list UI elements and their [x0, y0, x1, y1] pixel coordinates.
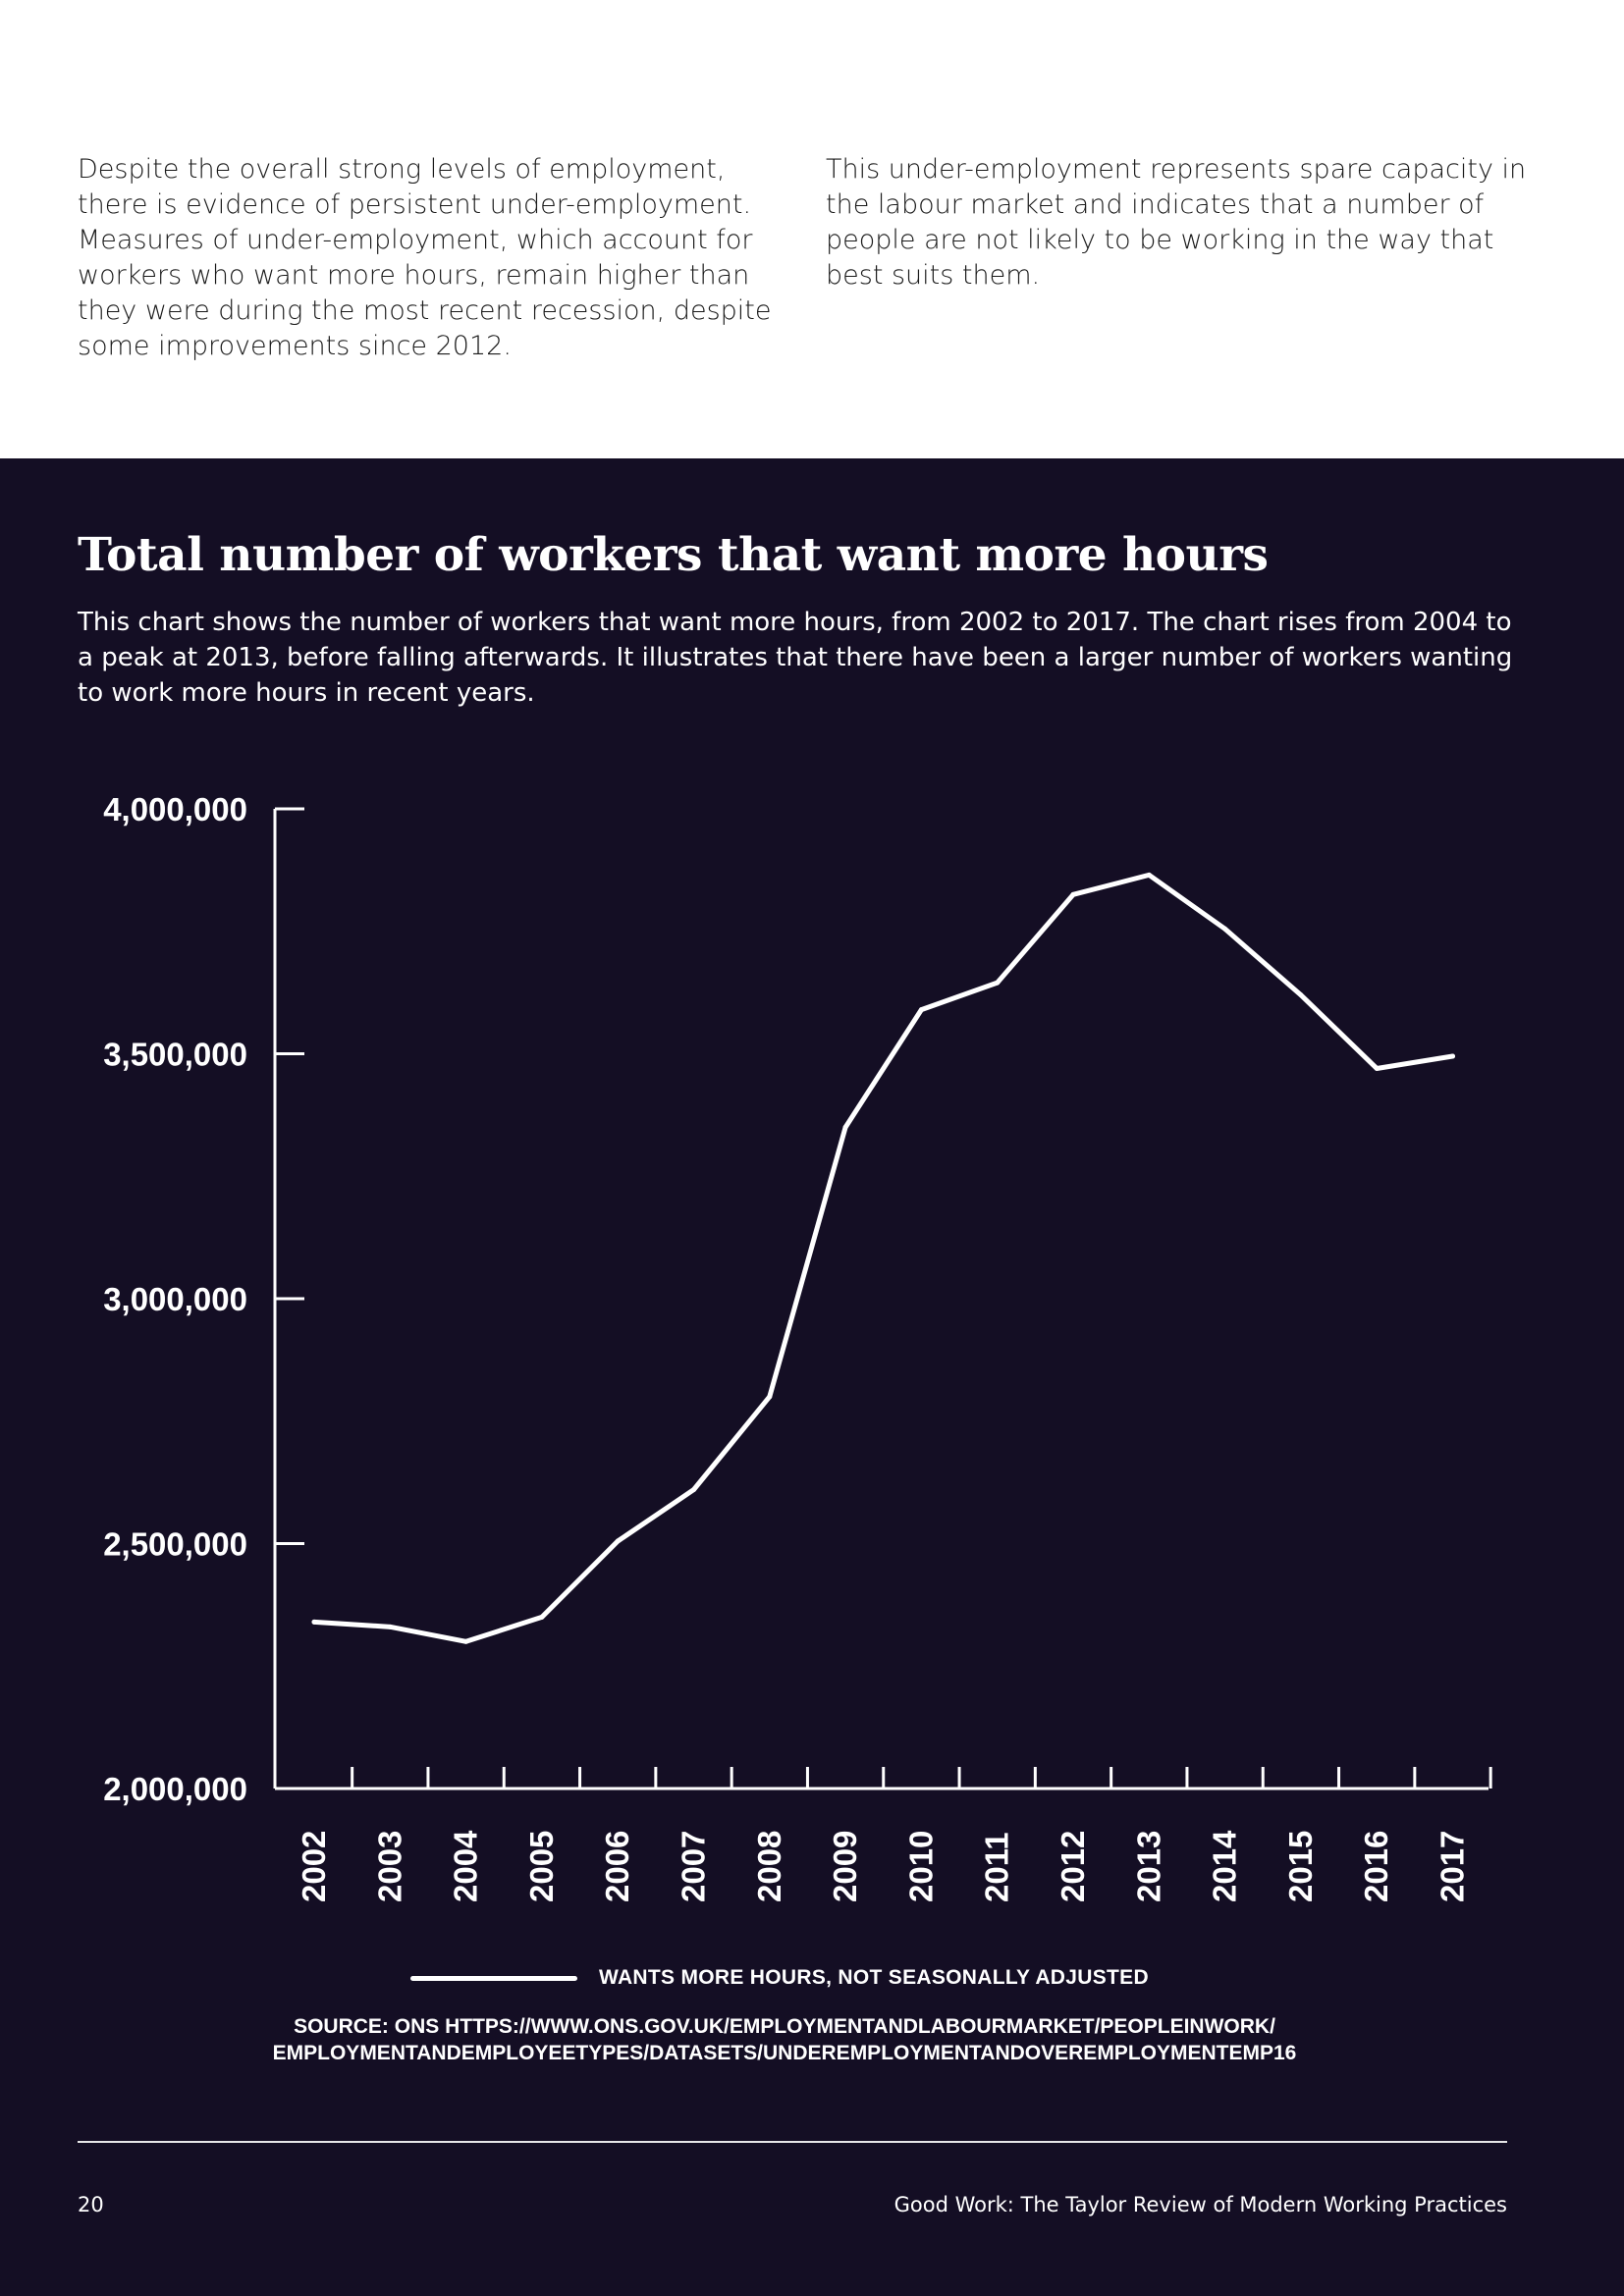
data-point [995, 980, 1001, 986]
data-point [842, 1124, 848, 1130]
x-tick-label: 2017 [1435, 1831, 1471, 1902]
intro-text: Despite the overall strong levels of emp… [78, 152, 1526, 447]
legend-line-swatch [410, 1975, 577, 1981]
data-point [1450, 1053, 1455, 1059]
data-point [1222, 926, 1228, 932]
x-tick-label: 2010 [902, 1831, 939, 1902]
legend: WANTS MORE HOURS, NOT SEASONALLY ADJUSTE… [410, 1958, 1149, 1998]
x-tick-label: 2006 [599, 1831, 635, 1902]
data-point [1070, 891, 1076, 897]
intro-column-2: This under-employment represents spare c… [826, 154, 1527, 291]
chart-panel [0, 458, 1624, 2296]
data-point [767, 1394, 773, 1400]
source-line-1: SOURCE: ONS HTTPS://WWW.ONS.GOV.UK/EMPLO… [294, 2015, 1275, 2038]
data-point [463, 1638, 469, 1644]
x-tick-label: 2003 [371, 1831, 407, 1902]
data-point [539, 1614, 545, 1620]
data-point [615, 1538, 621, 1544]
intro-column-1: Despite the overall strong levels of emp… [78, 154, 772, 361]
page-number: 20 [78, 2193, 104, 2216]
data-point [311, 1619, 317, 1625]
chart-title: Total number of workers that want more h… [78, 528, 1269, 582]
chart-description: This chart shows the number of workers t… [78, 608, 1513, 708]
source-line-2: EMPLOYMENTANDEMPLOYEETYPES/DATASETS/UNDE… [272, 2042, 1297, 2064]
source-note: SOURCE: ONS HTTPS://WWW.ONS.GOV.UK/EMPLO… [78, 2013, 1491, 2066]
x-tick-label: 2013 [1130, 1831, 1166, 1902]
x-tick-label: 2014 [1207, 1830, 1243, 1902]
data-point [1298, 992, 1304, 998]
x-tick-label: 2011 [979, 1832, 1015, 1902]
x-tick-label: 2002 [296, 1831, 332, 1902]
series-line [311, 872, 1455, 1644]
y-tick-label: 4,000,000 [103, 791, 247, 828]
x-tick-label: 2005 [523, 1831, 560, 1902]
data-point [1374, 1065, 1380, 1071]
x-tick-label: 2016 [1358, 1831, 1394, 1902]
data-point [918, 1007, 924, 1013]
y-tick-label: 3,000,000 [103, 1281, 247, 1317]
x-tick-label: 2015 [1282, 1831, 1319, 1902]
x-tick-label: 2008 [751, 1831, 787, 1902]
x-tick-label: 2007 [676, 1831, 712, 1902]
y-tick-label: 2,500,000 [103, 1526, 247, 1563]
data-point [691, 1487, 696, 1493]
footer-title: Good Work: The Taylor Review of Modern W… [893, 2193, 1507, 2216]
data-point [387, 1624, 393, 1629]
y-tick-label: 3,500,000 [103, 1037, 247, 1073]
x-tick-label: 2009 [827, 1831, 863, 1902]
footer-divider [78, 2141, 1507, 2143]
legend-label: WANTS MORE HOURS, NOT SEASONALLY ADJUSTE… [599, 1966, 1149, 1989]
y-tick-label: 2,000,000 [103, 1771, 247, 1807]
x-tick-label: 2004 [448, 1830, 484, 1902]
x-tick-label: 2012 [1055, 1831, 1091, 1902]
data-point [1146, 872, 1152, 878]
